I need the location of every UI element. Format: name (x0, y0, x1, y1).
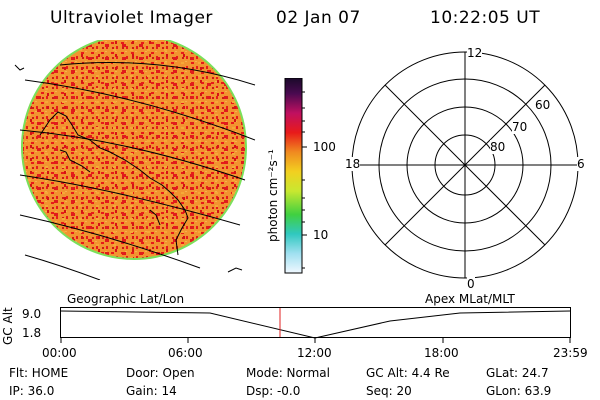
colorbar-label-10: 10 (313, 228, 329, 242)
mlt-label-12: 12 (467, 46, 483, 60)
date-label: 02 Jan 07 (276, 8, 361, 28)
status-seq: Seq: 20 (366, 384, 412, 398)
status-ip: IP: 36.0 (9, 384, 55, 398)
polar-mlt-plot (351, 51, 579, 279)
altitude-ymin-label: 1.8 (22, 326, 42, 340)
aurora-disk-texture (23, 40, 245, 258)
coastlines (14, 64, 243, 273)
status-filter: Flt: HOME (9, 366, 69, 380)
uv-image-panel (14, 40, 256, 280)
altitude-xtick-0: 00:00 (42, 346, 77, 360)
status-gain: Gain: 14 (126, 384, 177, 398)
colorbar (284, 78, 307, 274)
mlt-label-0: 0 (467, 277, 475, 291)
altitude-xtick-1: 06:00 (168, 346, 203, 360)
status-gc-alt: GC Alt: 4.4 Re (366, 366, 450, 380)
status-door: Door: Open (126, 366, 195, 380)
altitude-xtick-4: 23:59 (553, 346, 588, 360)
status-dsp: Dsp: -0.0 (246, 384, 301, 398)
status-glat: GLat: 24.7 (486, 366, 549, 380)
time-label: 10:22:05 UT (430, 8, 541, 28)
altitude-xtick-2: 12:00 (297, 346, 332, 360)
status-mode: Mode: Normal (246, 366, 330, 380)
polar-diagonal-2 (384, 84, 546, 246)
mlat-label-80: 80 (490, 140, 506, 154)
instrument-title: Ultraviolet Imager (50, 8, 213, 28)
mlat-label-60: 60 (535, 98, 551, 112)
altitude-curve (60, 310, 571, 339)
latitude-lines (19, 62, 256, 280)
altitude-axis-label: GC Alt (1, 307, 15, 345)
status-glon: GLon: 63.9 (486, 384, 552, 398)
altitude-plot (60, 307, 571, 343)
colorbar-unit-label: photon cm⁻²s⁻¹ (266, 149, 280, 242)
altitude-xtick-3: 18:00 (424, 346, 459, 360)
apex-panel-label: Apex MLat/MLT (425, 292, 515, 306)
altitude-ymax-label: 9.0 (22, 307, 42, 321)
mlat-label-70: 70 (512, 120, 528, 134)
mlt-label-18: 18 (345, 157, 361, 171)
mlt-label-6: 6 (577, 157, 585, 171)
colorbar-label-100: 100 (313, 140, 336, 154)
colorbar-scale (284, 78, 303, 274)
geographic-panel-label: Geographic Lat/Lon (67, 292, 185, 306)
